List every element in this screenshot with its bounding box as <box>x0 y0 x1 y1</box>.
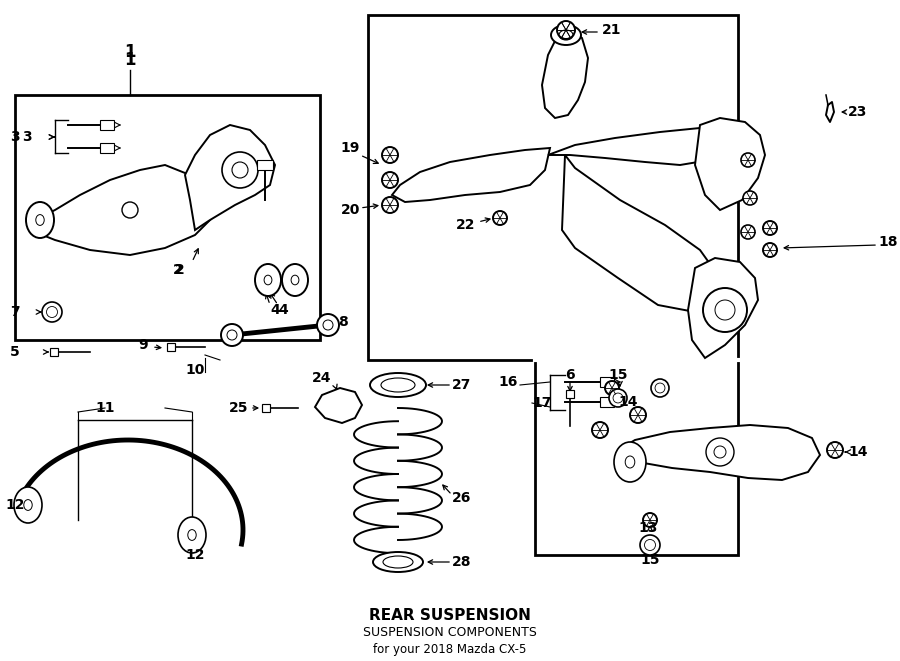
Polygon shape <box>695 118 765 210</box>
Text: 1: 1 <box>124 43 136 61</box>
Circle shape <box>592 422 608 438</box>
Polygon shape <box>548 128 735 165</box>
Text: 13: 13 <box>638 521 658 535</box>
Circle shape <box>741 225 755 239</box>
Ellipse shape <box>14 487 42 523</box>
Ellipse shape <box>370 373 426 397</box>
Text: 3: 3 <box>10 130 20 144</box>
Circle shape <box>630 407 646 423</box>
Bar <box>600 377 614 387</box>
Text: 20: 20 <box>340 203 360 217</box>
Text: 14: 14 <box>848 445 868 459</box>
Bar <box>15 95 320 340</box>
Polygon shape <box>185 125 275 230</box>
Circle shape <box>763 243 777 257</box>
Text: 28: 28 <box>452 555 472 569</box>
Text: 2: 2 <box>176 263 184 277</box>
Text: 15: 15 <box>640 553 660 567</box>
Text: 14: 14 <box>618 395 638 409</box>
Text: 23: 23 <box>848 105 868 119</box>
Circle shape <box>741 153 755 167</box>
Circle shape <box>605 381 619 395</box>
Text: 10: 10 <box>185 363 204 377</box>
Text: 21: 21 <box>602 23 622 37</box>
Polygon shape <box>315 388 362 423</box>
Polygon shape <box>618 425 820 480</box>
Text: 3: 3 <box>22 130 32 144</box>
Circle shape <box>382 197 398 213</box>
Circle shape <box>557 21 575 39</box>
Text: 22: 22 <box>455 218 475 232</box>
Text: 4: 4 <box>278 303 288 317</box>
Text: SUSPENSION COMPONENTS: SUSPENSION COMPONENTS <box>363 627 537 639</box>
Ellipse shape <box>609 389 627 407</box>
Bar <box>50 348 58 356</box>
Text: 1: 1 <box>124 51 136 69</box>
Text: REAR SUSPENSION: REAR SUSPENSION <box>369 607 531 623</box>
Polygon shape <box>30 165 215 255</box>
Ellipse shape <box>282 264 308 296</box>
Ellipse shape <box>42 302 62 322</box>
Polygon shape <box>542 30 588 118</box>
Text: 19: 19 <box>340 141 360 155</box>
Bar <box>368 15 738 360</box>
Bar <box>600 397 614 407</box>
Circle shape <box>706 438 734 466</box>
Ellipse shape <box>614 442 646 482</box>
Ellipse shape <box>178 517 206 553</box>
Circle shape <box>827 442 843 458</box>
Text: 2: 2 <box>173 263 183 277</box>
Ellipse shape <box>221 324 243 346</box>
Circle shape <box>493 211 507 225</box>
Text: 6: 6 <box>565 368 575 382</box>
Bar <box>257 160 273 170</box>
Circle shape <box>382 147 398 163</box>
Text: for your 2018 Mazda CX-5: for your 2018 Mazda CX-5 <box>374 644 526 656</box>
Polygon shape <box>392 148 550 202</box>
Bar <box>100 143 114 153</box>
Ellipse shape <box>26 202 54 238</box>
Text: 5: 5 <box>10 345 20 359</box>
Ellipse shape <box>317 314 339 336</box>
Text: 18: 18 <box>878 235 897 249</box>
Circle shape <box>703 288 747 332</box>
Text: 7: 7 <box>10 305 20 319</box>
Text: 15: 15 <box>608 368 628 382</box>
Text: 8: 8 <box>338 315 347 329</box>
Bar <box>262 404 270 412</box>
Bar <box>167 343 175 351</box>
Text: 11: 11 <box>95 401 115 415</box>
Circle shape <box>382 172 398 188</box>
Circle shape <box>222 152 258 188</box>
Ellipse shape <box>373 552 423 572</box>
Text: 12: 12 <box>185 548 204 562</box>
Bar <box>535 360 738 555</box>
Text: 24: 24 <box>312 371 332 385</box>
Text: 9: 9 <box>139 338 148 352</box>
Ellipse shape <box>651 379 669 397</box>
Ellipse shape <box>255 264 281 296</box>
Circle shape <box>763 221 777 235</box>
Text: 16: 16 <box>499 375 518 389</box>
Bar <box>566 390 574 398</box>
Circle shape <box>558 22 574 38</box>
Text: 26: 26 <box>452 491 472 505</box>
Text: 4: 4 <box>270 303 280 317</box>
Text: 17: 17 <box>532 396 552 410</box>
Ellipse shape <box>640 535 660 555</box>
Circle shape <box>643 513 657 527</box>
Polygon shape <box>562 155 720 312</box>
Text: 27: 27 <box>452 378 472 392</box>
Polygon shape <box>688 258 758 358</box>
Circle shape <box>743 191 757 205</box>
Text: 25: 25 <box>229 401 248 415</box>
Text: 12: 12 <box>5 498 24 512</box>
Bar <box>100 120 114 130</box>
Ellipse shape <box>551 25 581 45</box>
Circle shape <box>122 202 138 218</box>
